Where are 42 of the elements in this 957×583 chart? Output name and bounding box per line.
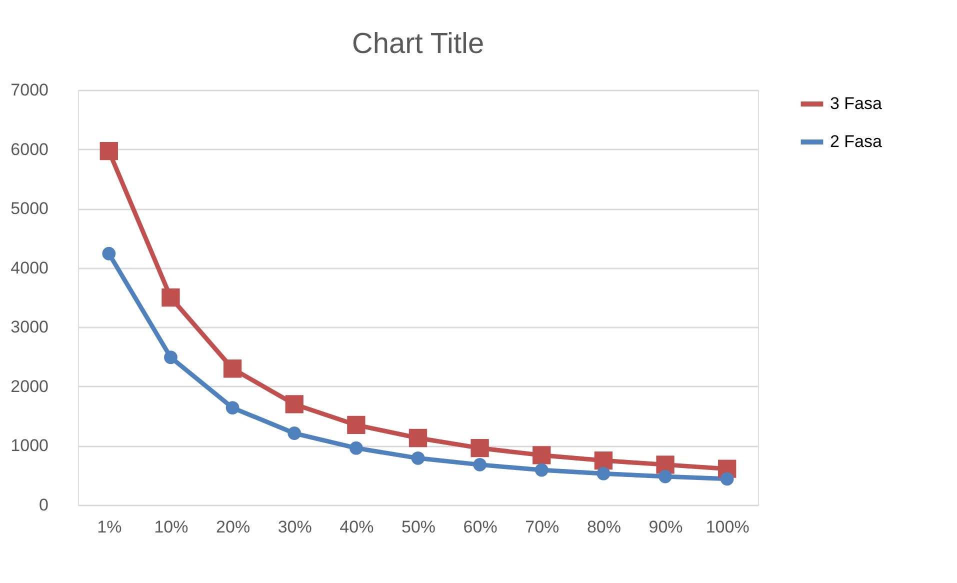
x-tick-label: 70% [525, 518, 560, 536]
point [658, 470, 672, 484]
x-tick-label: 10% [154, 518, 188, 536]
point [162, 288, 180, 307]
y-tick-label: 2000 [10, 376, 48, 396]
point [473, 458, 487, 472]
y-tick-label: 5000 [10, 199, 48, 218]
y-tick-label: 4000 [10, 258, 48, 278]
x-tick-label: 60% [463, 518, 498, 536]
point [347, 416, 366, 434]
point [411, 451, 425, 465]
point [164, 350, 178, 364]
x-tick-label: 100% [706, 518, 750, 536]
point [349, 441, 363, 455]
point [408, 428, 428, 448]
x-tick-label: 30% [278, 518, 312, 536]
x-tick-label: 90% [648, 518, 683, 536]
point [100, 142, 118, 160]
x-tick-label: 1% [97, 518, 122, 536]
x-tick-label: 50% [401, 518, 436, 536]
y-tick-label: 7000 [10, 80, 48, 100]
point [596, 466, 610, 480]
point [288, 426, 302, 440]
y-tick-label: 3000 [10, 318, 48, 337]
point [532, 446, 551, 464]
y-tick-label: 0 [39, 496, 48, 514]
legend-label: 2 Fasa [830, 132, 883, 151]
chart-title: Chart Title [352, 28, 484, 60]
point [223, 360, 242, 378]
point [226, 401, 240, 414]
point [470, 439, 489, 458]
point [102, 246, 116, 260]
legend-label: 3 Fasa [830, 94, 883, 113]
point [534, 463, 548, 477]
point [720, 472, 734, 486]
point [594, 451, 613, 470]
point [285, 395, 304, 414]
y-tick-label: 1000 [10, 436, 48, 456]
x-tick-label: 80% [586, 518, 621, 536]
x-tick-label: 40% [340, 518, 374, 536]
x-tick-label: 20% [216, 518, 250, 536]
y-tick-label: 6000 [10, 140, 48, 159]
